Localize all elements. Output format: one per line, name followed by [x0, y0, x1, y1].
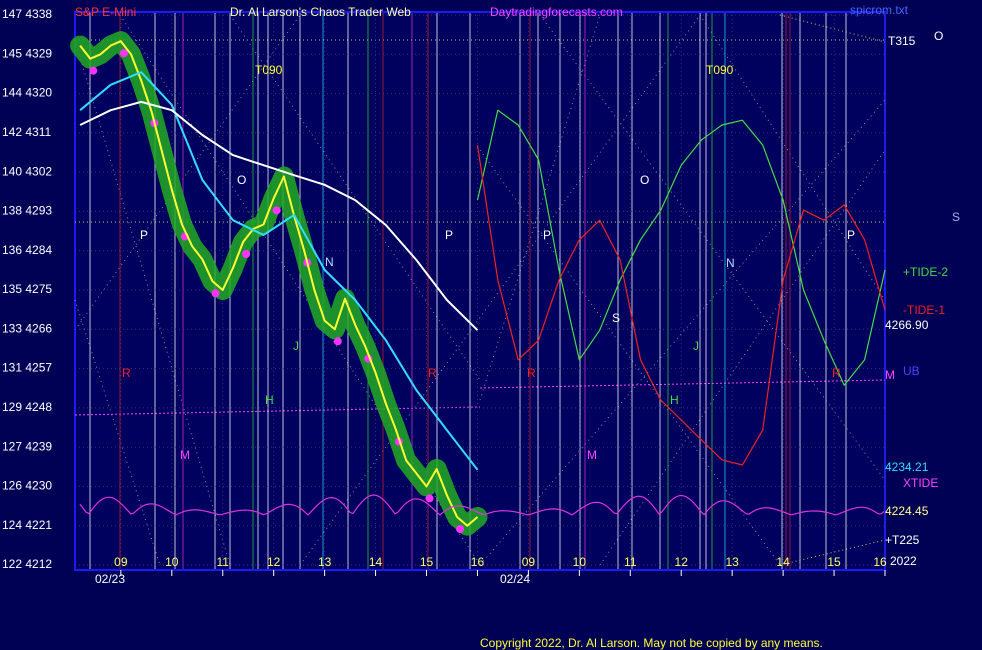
line: [79, 40, 479, 527]
x-tick-label: 12: [267, 555, 281, 569]
x-tick-label: 10: [165, 555, 179, 569]
annotation: Copyright 2022, Dr. Al Larson. May not b…: [480, 636, 823, 650]
annotation: 02/24: [500, 572, 530, 586]
annotation: P: [543, 228, 551, 242]
price-dot: [119, 49, 128, 58]
annotation: T090: [706, 63, 734, 77]
annotation: 4266.90: [885, 318, 929, 332]
x-tick-label: 14: [369, 555, 383, 569]
y-tick-label: 142 4311: [2, 125, 51, 139]
x-tick-label: 09: [114, 555, 128, 569]
line: [476, 109, 886, 386]
x-tick-label: 12: [675, 555, 689, 569]
legend-label: +TIDE-2: [903, 265, 948, 279]
y-tick-label: 127 4239: [2, 439, 52, 453]
annotation: P: [140, 228, 148, 242]
x-tick-label: 14: [776, 555, 790, 569]
x-tick-label: 11: [217, 555, 230, 569]
y-tick-label: 122 4212: [2, 557, 52, 571]
y-tick-label: 145 4329: [2, 46, 52, 60]
annotation: H: [670, 393, 679, 407]
level-line: [479, 379, 886, 389]
annotation: O: [934, 29, 943, 43]
annotation: J: [693, 339, 699, 353]
annotation: Dr. Al Larson's Chaos Trader Web: [230, 5, 411, 19]
annotation: spicrom.txt: [850, 3, 909, 17]
y-tick-label: 144 4320: [2, 86, 52, 100]
price-dot: [242, 249, 251, 258]
x-tick-label: 13: [318, 555, 332, 569]
annotation: R: [832, 366, 841, 380]
annotation: XTIDE: [903, 476, 938, 490]
price-dot: [456, 524, 465, 533]
annotation: N: [726, 256, 735, 270]
y-tick-label: 126 4230: [2, 479, 52, 493]
annotation: T090: [255, 63, 283, 77]
annotation: S: [952, 210, 960, 224]
annotation: 2022: [890, 554, 917, 568]
annotation: T315: [888, 34, 916, 48]
price-dot: [272, 206, 281, 215]
x-tick-label: 09: [522, 555, 536, 569]
annotation: S&P E-Mini: [75, 5, 136, 19]
y-tick-label: 124 4221: [2, 518, 52, 532]
annotation: H: [265, 393, 274, 407]
x-tick-label: 10: [573, 555, 587, 569]
annotation: 4234.21: [885, 460, 929, 474]
annotation: M: [885, 368, 895, 382]
xtide-wave: [79, 494, 885, 516]
annotation: P: [847, 228, 855, 242]
legend-label: -TIDE-1: [903, 303, 945, 317]
y-tick-label: 131 4257: [2, 361, 52, 375]
line: [79, 71, 479, 471]
x-tick-label: 13: [725, 555, 739, 569]
y-tick-label: 140 4302: [2, 164, 52, 178]
annotation: O: [640, 173, 649, 187]
price-dot: [425, 494, 434, 503]
annotation: R: [122, 366, 131, 380]
annotation: R: [428, 366, 437, 380]
y-tick-label: 136 4284: [2, 243, 52, 257]
annotation: O: [237, 173, 246, 187]
annotation: +T225: [885, 533, 920, 547]
price-dot: [89, 66, 98, 75]
x-tick-label: 11: [624, 555, 637, 569]
annotation: P: [445, 228, 453, 242]
annotation: M: [587, 448, 597, 462]
x-tick-label: 15: [827, 555, 841, 569]
price-dot: [211, 289, 220, 298]
price-dot: [333, 337, 342, 346]
x-tick-label: 16: [873, 555, 887, 569]
line: [476, 145, 886, 466]
y-tick-label: 135 4275: [2, 282, 52, 296]
y-tick-label: 133 4266: [2, 321, 52, 335]
annotation: S: [612, 311, 620, 325]
annotation: R: [527, 366, 536, 380]
x-tick-label: 16: [471, 555, 485, 569]
x-tick-label: 15: [420, 555, 434, 569]
annotation: Daytradingforecasts.com: [490, 5, 623, 19]
line: [79, 100, 479, 331]
annotation: 02/23: [95, 572, 125, 586]
annotation: M: [180, 448, 190, 462]
y-tick-label: 138 4293: [2, 204, 52, 218]
y-tick-label: 129 4248: [2, 400, 52, 414]
annotation: UB: [903, 364, 920, 378]
annotation: N: [325, 255, 334, 269]
y-tick-label: 147 4338: [2, 7, 52, 21]
annotation: J: [293, 339, 299, 353]
annotation: 4224.45: [885, 504, 929, 518]
